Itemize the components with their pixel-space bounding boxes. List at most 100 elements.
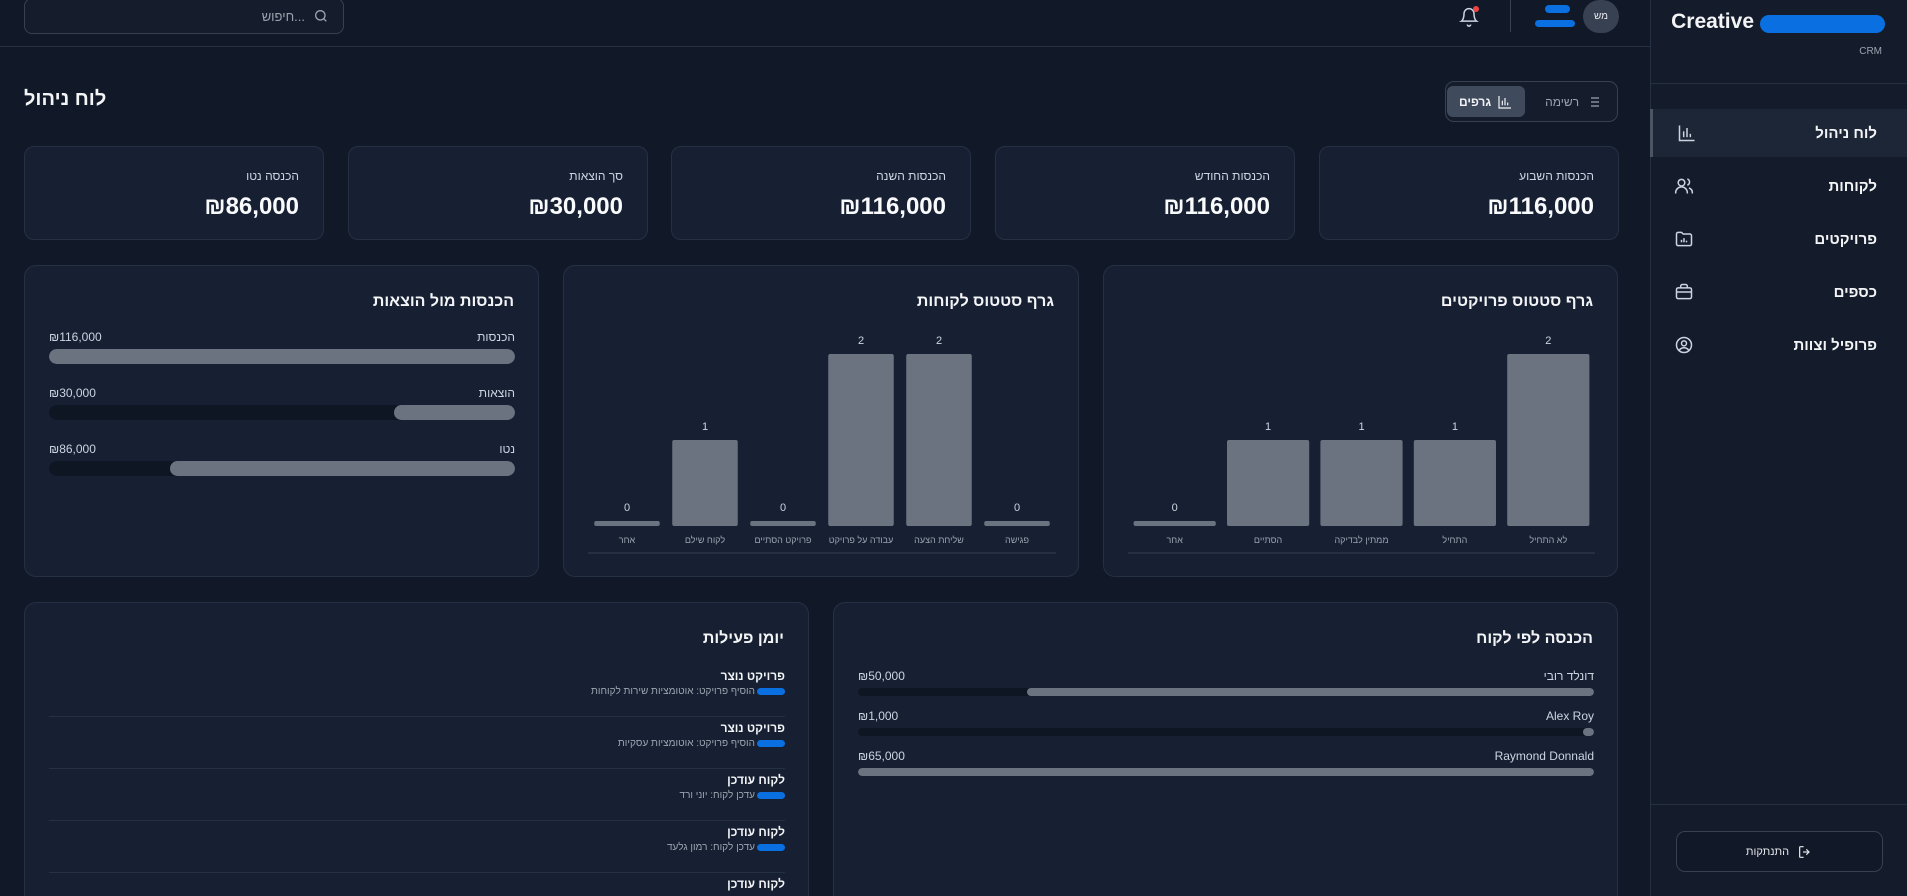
activity-log-panel: יומן פעילות פרויקט נוצר הוסיף פרויקט: או… — [24, 602, 809, 896]
chart-bar — [594, 521, 660, 526]
panel-title: הכנסות מול הוצאות — [372, 293, 514, 310]
chart-bar — [1320, 440, 1403, 526]
sidebar-item-projects[interactable]: פרויקטים — [1650, 215, 1907, 263]
sidebar-item-clients[interactable]: לקוחות — [1650, 162, 1907, 210]
stat-label: הכנסות השבוע — [1519, 169, 1594, 183]
row-label: נטו — [499, 442, 515, 456]
list-icon — [1587, 96, 1599, 107]
user-circle-icon — [1675, 336, 1693, 354]
chart-category-label: עבודה על פרויקט — [829, 535, 894, 545]
row-value: ₪65,000 — [858, 749, 905, 763]
stat-label: הכנסות השנה — [876, 169, 946, 183]
charts-view-label: גרפים — [1458, 94, 1492, 109]
search-input[interactable]: חיפוש... — [24, 0, 344, 34]
brand-subtitle: CRM — [1859, 46, 1882, 57]
logout-icon — [1799, 845, 1810, 858]
page-title: לוח ניהול — [24, 88, 107, 110]
redaction-mark — [1535, 20, 1575, 27]
chart-category-label: ממתין לבדיקה — [1334, 535, 1388, 545]
redaction-mark — [1760, 14, 1885, 33]
expenses-row: ₪30,000 הוצאות — [49, 386, 515, 420]
charts-view-button[interactable]: גרפים — [1446, 86, 1526, 117]
chart-data-label: 2 — [858, 335, 864, 347]
folder-chart-icon — [1675, 231, 1693, 247]
logout-label: התנתקות — [1745, 845, 1790, 858]
activity-title: לקוח עודכן — [727, 825, 785, 839]
progress-track — [49, 349, 515, 364]
sidebar-item-label: פרויקטים — [1814, 230, 1877, 248]
row-value: ₪50,000 — [858, 669, 905, 683]
row-label: Raymond Donnald — [1494, 749, 1594, 763]
activity-description: עדכן לקוח: רמון גלעד — [666, 842, 755, 853]
chart-category-label: פגישה — [1005, 535, 1029, 545]
chart-data-label: 1 — [1358, 421, 1364, 433]
chart-bar — [906, 354, 972, 526]
redaction-mark — [757, 687, 785, 695]
client-status-chart: 0 פגישה 2 שליחת הצעה 2 עבודה על פרויקט 0 פרויקט… — [588, 335, 1056, 554]
stat-card-yearly-income: הכנסות השנה ₪116,000 — [671, 146, 971, 240]
progress-track — [49, 405, 515, 420]
stat-label: הכנסה נטו — [246, 169, 299, 183]
stat-card-monthly-income: הכנסות החודש ₪116,000 — [995, 146, 1295, 240]
row-value: ₪1,000 — [858, 709, 899, 723]
search-icon — [315, 10, 327, 22]
activity-title: פרויקט נוצר — [720, 721, 785, 735]
activity-item: פרויקט נוצר הוסיף פרויקט: אוטומציות עסקי… — [49, 717, 785, 769]
project-status-chart: 2 לא התחיל 1 התחיל 1 ממתין לבדיקה 1 הסתיים 0 אחר — [1128, 335, 1595, 554]
chart-data-label: 0 — [1014, 502, 1020, 514]
activity-item: לקוח עודכן עדכן לקוח: יוני ורד — [49, 769, 785, 821]
row-label: דונלד רובי — [1543, 669, 1594, 683]
redaction-mark — [1545, 5, 1570, 13]
chart-category-label: לקוח שילם — [685, 535, 726, 545]
activity-item: לקוח עודכן עדכן לקוח: רמון גלעד — [49, 821, 785, 873]
project-status-chart-panel: גרף סטטוס פרויקטים 2 לא התחיל 1 התחיל 1 ממתין… — [1103, 265, 1618, 577]
redaction-mark — [757, 791, 785, 799]
chart-category-label: אחר — [619, 535, 636, 545]
divider — [1650, 83, 1907, 84]
redaction-mark — [757, 843, 785, 851]
row-value: ₪116,000 — [49, 330, 102, 344]
chart-data-label: 1 — [1452, 421, 1458, 433]
sidebar-item-label: פרופיל וצוות — [1793, 336, 1877, 354]
users-icon — [1674, 178, 1694, 194]
progress-track — [858, 728, 1594, 736]
logout-button[interactable]: התנתקות — [1676, 831, 1883, 872]
progress-track — [858, 768, 1594, 776]
row-label: הוצאות — [478, 386, 515, 400]
chart-category-label: פרויקט הסתיים — [755, 535, 812, 545]
panel-title: הכנסה לפי לקוח — [1476, 630, 1593, 647]
chart-bar — [1133, 521, 1216, 526]
notification-bell-icon[interactable] — [1459, 7, 1479, 27]
chart-title: גרף סטטוס פרויקטים — [1440, 293, 1593, 310]
chart-bar — [1413, 440, 1496, 526]
activity-title: לקוח עודכן — [727, 773, 785, 787]
chart-data-label: 0 — [780, 502, 786, 514]
sidebar-item-label: כספים — [1833, 283, 1877, 301]
row-label: Alex Roy — [1545, 709, 1594, 723]
activity-description: הוסיף פרויקט: אוטומציות שירות לקוחות — [590, 686, 755, 697]
stat-value: ₪30,000 — [528, 193, 623, 220]
stat-label: הכנסות החודש — [1194, 169, 1270, 183]
sidebar-item-dashboard[interactable]: לוח ניהול — [1650, 109, 1907, 157]
activity-title: לקוח עודכן — [727, 877, 785, 891]
chart-bar — [1227, 440, 1310, 526]
brand: Creative — [1671, 10, 1885, 34]
chart-data-label: 2 — [936, 335, 942, 347]
sidebar-item-finance[interactable]: כספים — [1650, 268, 1907, 316]
activity-item: לקוח עודכן — [49, 873, 785, 896]
activity-item: פרויקט נוצר הוסיף פרויקט: אוטומציות שירו… — [49, 665, 785, 717]
chart-category-label: אחר — [1167, 535, 1184, 545]
client-status-chart-panel: גרף סטטוס לקוחות 0 פגישה 2 שליחת הצעה 2 עבודה… — [563, 265, 1079, 577]
brand-name: Creative — [1671, 10, 1754, 33]
sidebar-item-profile-team[interactable]: פרופיל וצוות — [1650, 321, 1907, 369]
stat-card-weekly-income: הכנסות השבוע ₪116,000 — [1319, 146, 1619, 240]
net-row: ₪86,000 נטו — [49, 442, 515, 476]
divider — [1651, 804, 1907, 805]
activity-description: הוסיף פרויקט: אוטומציות עסקיות — [617, 738, 755, 749]
avatar[interactable]: מש — [1583, 0, 1619, 33]
client-revenue-row: ₪1,000 Alex Roy — [858, 709, 1594, 736]
list-view-button[interactable]: רשימה — [1533, 86, 1613, 117]
chart-category-label: הסתיים — [1254, 535, 1282, 545]
progress-fill — [49, 349, 515, 364]
chart-bar — [750, 521, 816, 526]
